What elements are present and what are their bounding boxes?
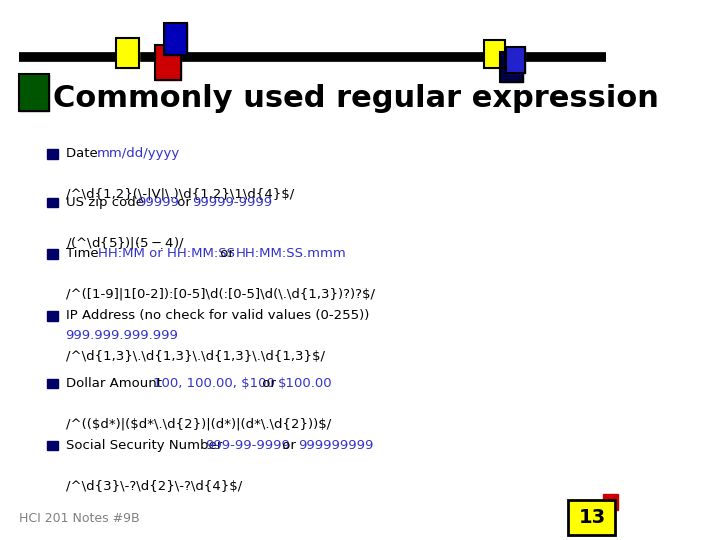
Bar xyxy=(116,38,139,68)
Bar xyxy=(155,45,181,80)
Text: or: or xyxy=(174,196,195,209)
Text: /^\d{1,2}(\-|V|\.)\d{1,2}\1\d{4}$/: /^\d{1,2}(\-|V|\.)\d{1,2}\1\d{4}$/ xyxy=(66,188,294,201)
Text: Social Security Number: Social Security Number xyxy=(66,439,226,452)
Bar xyxy=(569,500,616,535)
Text: or: or xyxy=(258,377,281,390)
Bar xyxy=(484,40,505,68)
Text: HCI 201 Notes #9B: HCI 201 Notes #9B xyxy=(19,512,140,525)
Text: Commonly used regular expression: Commonly used regular expression xyxy=(53,84,659,113)
Bar xyxy=(47,379,58,388)
Text: 999.999.999.999: 999.999.999.999 xyxy=(66,329,179,342)
Bar xyxy=(163,23,187,55)
Text: 99999-9999: 99999-9999 xyxy=(192,196,273,209)
Text: HH:MM or HH:MM:SS: HH:MM or HH:MM:SS xyxy=(98,247,235,260)
Bar xyxy=(163,23,187,55)
Text: $100.00: $100.00 xyxy=(277,377,332,390)
Text: HH:MM:SS.mmm: HH:MM:SS.mmm xyxy=(235,247,346,260)
Bar xyxy=(569,500,616,535)
Text: /^([1-9]|1[0-2]):[0-5]\d(:[0-5]\d(\.\d{1,3})?)?$/: /^([1-9]|1[0-2]):[0-5]\d(:[0-5]\d(\.\d{1… xyxy=(66,288,374,301)
Bar xyxy=(484,40,505,68)
Text: /^((\$d*)|(\$d*\.\d{2})|(d*)|(d*\.\d{2}))$/: /^((\$d*)|(\$d*\.\d{2})|(d*)|(d*\.\d{2})… xyxy=(66,417,331,430)
Bar xyxy=(603,494,618,510)
Text: mm/dd/yyyy: mm/dd/yyyy xyxy=(96,147,180,160)
Text: US zip code: US zip code xyxy=(66,196,148,209)
Bar xyxy=(116,38,139,68)
Text: /(^\d{5}$)|(^\d{5}-\d{4}$)/: /(^\d{5}$)|(^\d{5}-\d{4}$)/ xyxy=(66,235,184,251)
Text: or: or xyxy=(279,439,301,452)
Bar xyxy=(155,45,181,80)
Bar xyxy=(506,47,525,73)
Text: /^\d{1,3}\.\d{1,3}\.\d{1,3}\.\d{1,3}$/: /^\d{1,3}\.\d{1,3}\.\d{1,3}\.\d{1,3}$/ xyxy=(66,350,325,363)
Text: 13: 13 xyxy=(578,508,606,526)
Text: /^\d{3}\-?\d{2}\-?\d{4}$/: /^\d{3}\-?\d{2}\-?\d{4}$/ xyxy=(66,480,242,492)
Text: 100, 100.00, $100: 100, 100.00, $100 xyxy=(153,377,274,390)
Text: or: or xyxy=(217,247,238,260)
Text: 999-99-9999: 999-99-9999 xyxy=(205,439,289,452)
Text: Date: Date xyxy=(66,147,102,160)
Text: 99999: 99999 xyxy=(137,196,179,209)
Bar xyxy=(500,52,523,82)
Bar xyxy=(500,52,523,82)
Bar xyxy=(47,249,58,259)
Bar xyxy=(47,149,58,159)
Text: 999999999: 999999999 xyxy=(297,439,373,452)
Bar xyxy=(506,47,525,73)
Bar xyxy=(19,74,49,111)
Bar xyxy=(47,311,58,321)
Text: Dollar Amount: Dollar Amount xyxy=(66,377,166,390)
Bar xyxy=(47,198,58,207)
Text: IP Address (no check for valid values (0-255)): IP Address (no check for valid values (0… xyxy=(66,309,369,322)
Bar xyxy=(47,441,58,450)
Bar xyxy=(19,74,49,111)
Text: Time: Time xyxy=(66,247,102,260)
